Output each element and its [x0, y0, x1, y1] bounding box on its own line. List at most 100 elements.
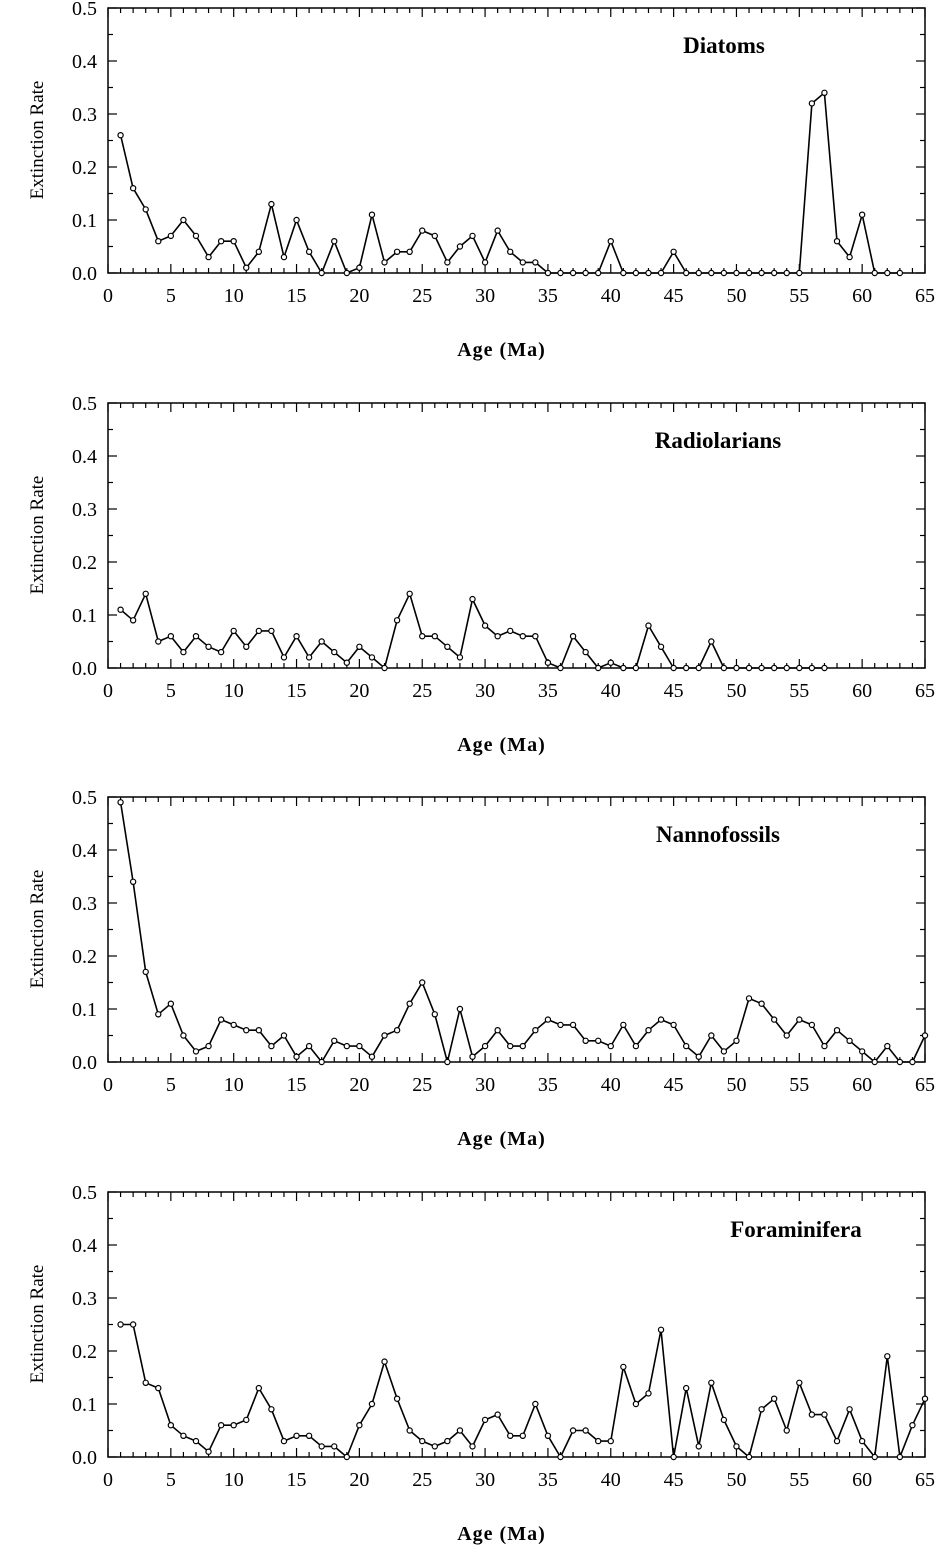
data-point [444, 1437, 451, 1445]
data-point [268, 200, 275, 208]
y-tick-label: 0.4 [72, 1235, 97, 1257]
data-point [607, 659, 614, 666]
data-point [682, 1384, 690, 1392]
y-tick-label: 0.2 [72, 1341, 97, 1363]
data-point [129, 878, 137, 886]
data-point [921, 1032, 929, 1039]
x-tick-label: 20 [349, 680, 369, 702]
data-point [846, 1406, 853, 1413]
x-tick-label: 25 [412, 1074, 432, 1096]
data-point [796, 1016, 803, 1023]
data-point [280, 654, 288, 661]
data-point [783, 664, 790, 672]
data-point [595, 664, 602, 672]
data-point [796, 1379, 803, 1387]
data-point [884, 1353, 891, 1360]
data-point [657, 1326, 665, 1334]
plot-frame [107, 402, 926, 669]
data-point [117, 1321, 124, 1328]
data-point [582, 269, 589, 277]
y-tick-label: 0.0 [72, 263, 97, 285]
y-axis-title: Extinction Rate [27, 1265, 48, 1384]
x-tick-label: 15 [287, 1469, 307, 1491]
data-point [783, 1032, 790, 1039]
data-point [532, 259, 539, 266]
data-point [871, 1058, 878, 1066]
data-point [657, 269, 665, 277]
data-point [406, 1000, 413, 1007]
x-tick-label: 15 [287, 680, 307, 702]
data-point [595, 1437, 602, 1445]
x-tick-label: 50 [726, 1074, 746, 1096]
data-point [368, 654, 376, 661]
data-point [783, 1427, 790, 1434]
plot-frame [107, 796, 926, 1063]
data-point [758, 1000, 765, 1007]
x-tick-label: 15 [287, 285, 307, 307]
data-point [381, 1032, 388, 1039]
data-point [217, 1016, 225, 1023]
data-point [770, 269, 778, 277]
data-point [155, 237, 162, 245]
x-tick-label: 40 [601, 1469, 621, 1491]
data-point [419, 227, 426, 234]
data-point [695, 1053, 702, 1060]
data-point [607, 237, 614, 245]
data-point [431, 633, 438, 640]
y-tick-label: 0.3 [72, 104, 97, 126]
x-tick-label: 40 [601, 285, 621, 307]
x-tick-label: 5 [166, 1074, 176, 1096]
data-point [305, 1042, 313, 1050]
data-point [821, 1042, 828, 1050]
data-point [846, 253, 853, 261]
y-tick-label: 0.5 [72, 0, 97, 20]
data-point [129, 184, 137, 192]
data-point [632, 664, 640, 672]
data-point [356, 264, 363, 271]
data-point [871, 1453, 878, 1461]
data-point [582, 1427, 589, 1434]
x-tick-label: 20 [349, 285, 369, 307]
data-point [331, 1037, 338, 1045]
panel-title: Nannofossils [656, 822, 780, 847]
data-point [305, 248, 313, 255]
data-point [155, 1011, 162, 1018]
data-point [569, 269, 577, 277]
data-point [532, 1026, 539, 1034]
panel-title: Radiolarians [655, 428, 782, 453]
data-point [255, 1026, 263, 1034]
x-tick-label: 65 [915, 680, 935, 702]
data-point [217, 1421, 225, 1429]
data-point [896, 1058, 904, 1066]
data-point [243, 1026, 250, 1034]
data-point [393, 1395, 401, 1402]
data-point [217, 237, 225, 245]
data-point [368, 211, 376, 218]
data-point [720, 1048, 728, 1055]
data-point [708, 269, 715, 277]
y-tick-label: 0.4 [72, 51, 97, 73]
data-point [192, 1048, 200, 1055]
data-point [708, 1379, 715, 1387]
data-point [469, 595, 476, 603]
data-point [645, 269, 652, 277]
x-tick-label: 0 [103, 1469, 113, 1491]
data-point [393, 248, 401, 255]
data-point [544, 659, 552, 666]
data-point [343, 269, 351, 277]
y-tick-label: 0.3 [72, 1288, 97, 1310]
series-line [120, 592, 825, 669]
data-point [645, 1026, 652, 1034]
x-tick-label: 45 [664, 1469, 684, 1491]
data-point [494, 633, 501, 640]
data-point [331, 1443, 338, 1450]
data-point [469, 1053, 476, 1060]
data-point [607, 1437, 614, 1445]
data-point [192, 633, 200, 640]
y-tick-label: 0.4 [72, 840, 97, 862]
data-point [155, 1384, 162, 1392]
data-point [268, 627, 275, 635]
data-point [180, 648, 187, 656]
x-tick-label: 25 [412, 680, 432, 702]
y-tick-label: 0.0 [72, 658, 97, 680]
